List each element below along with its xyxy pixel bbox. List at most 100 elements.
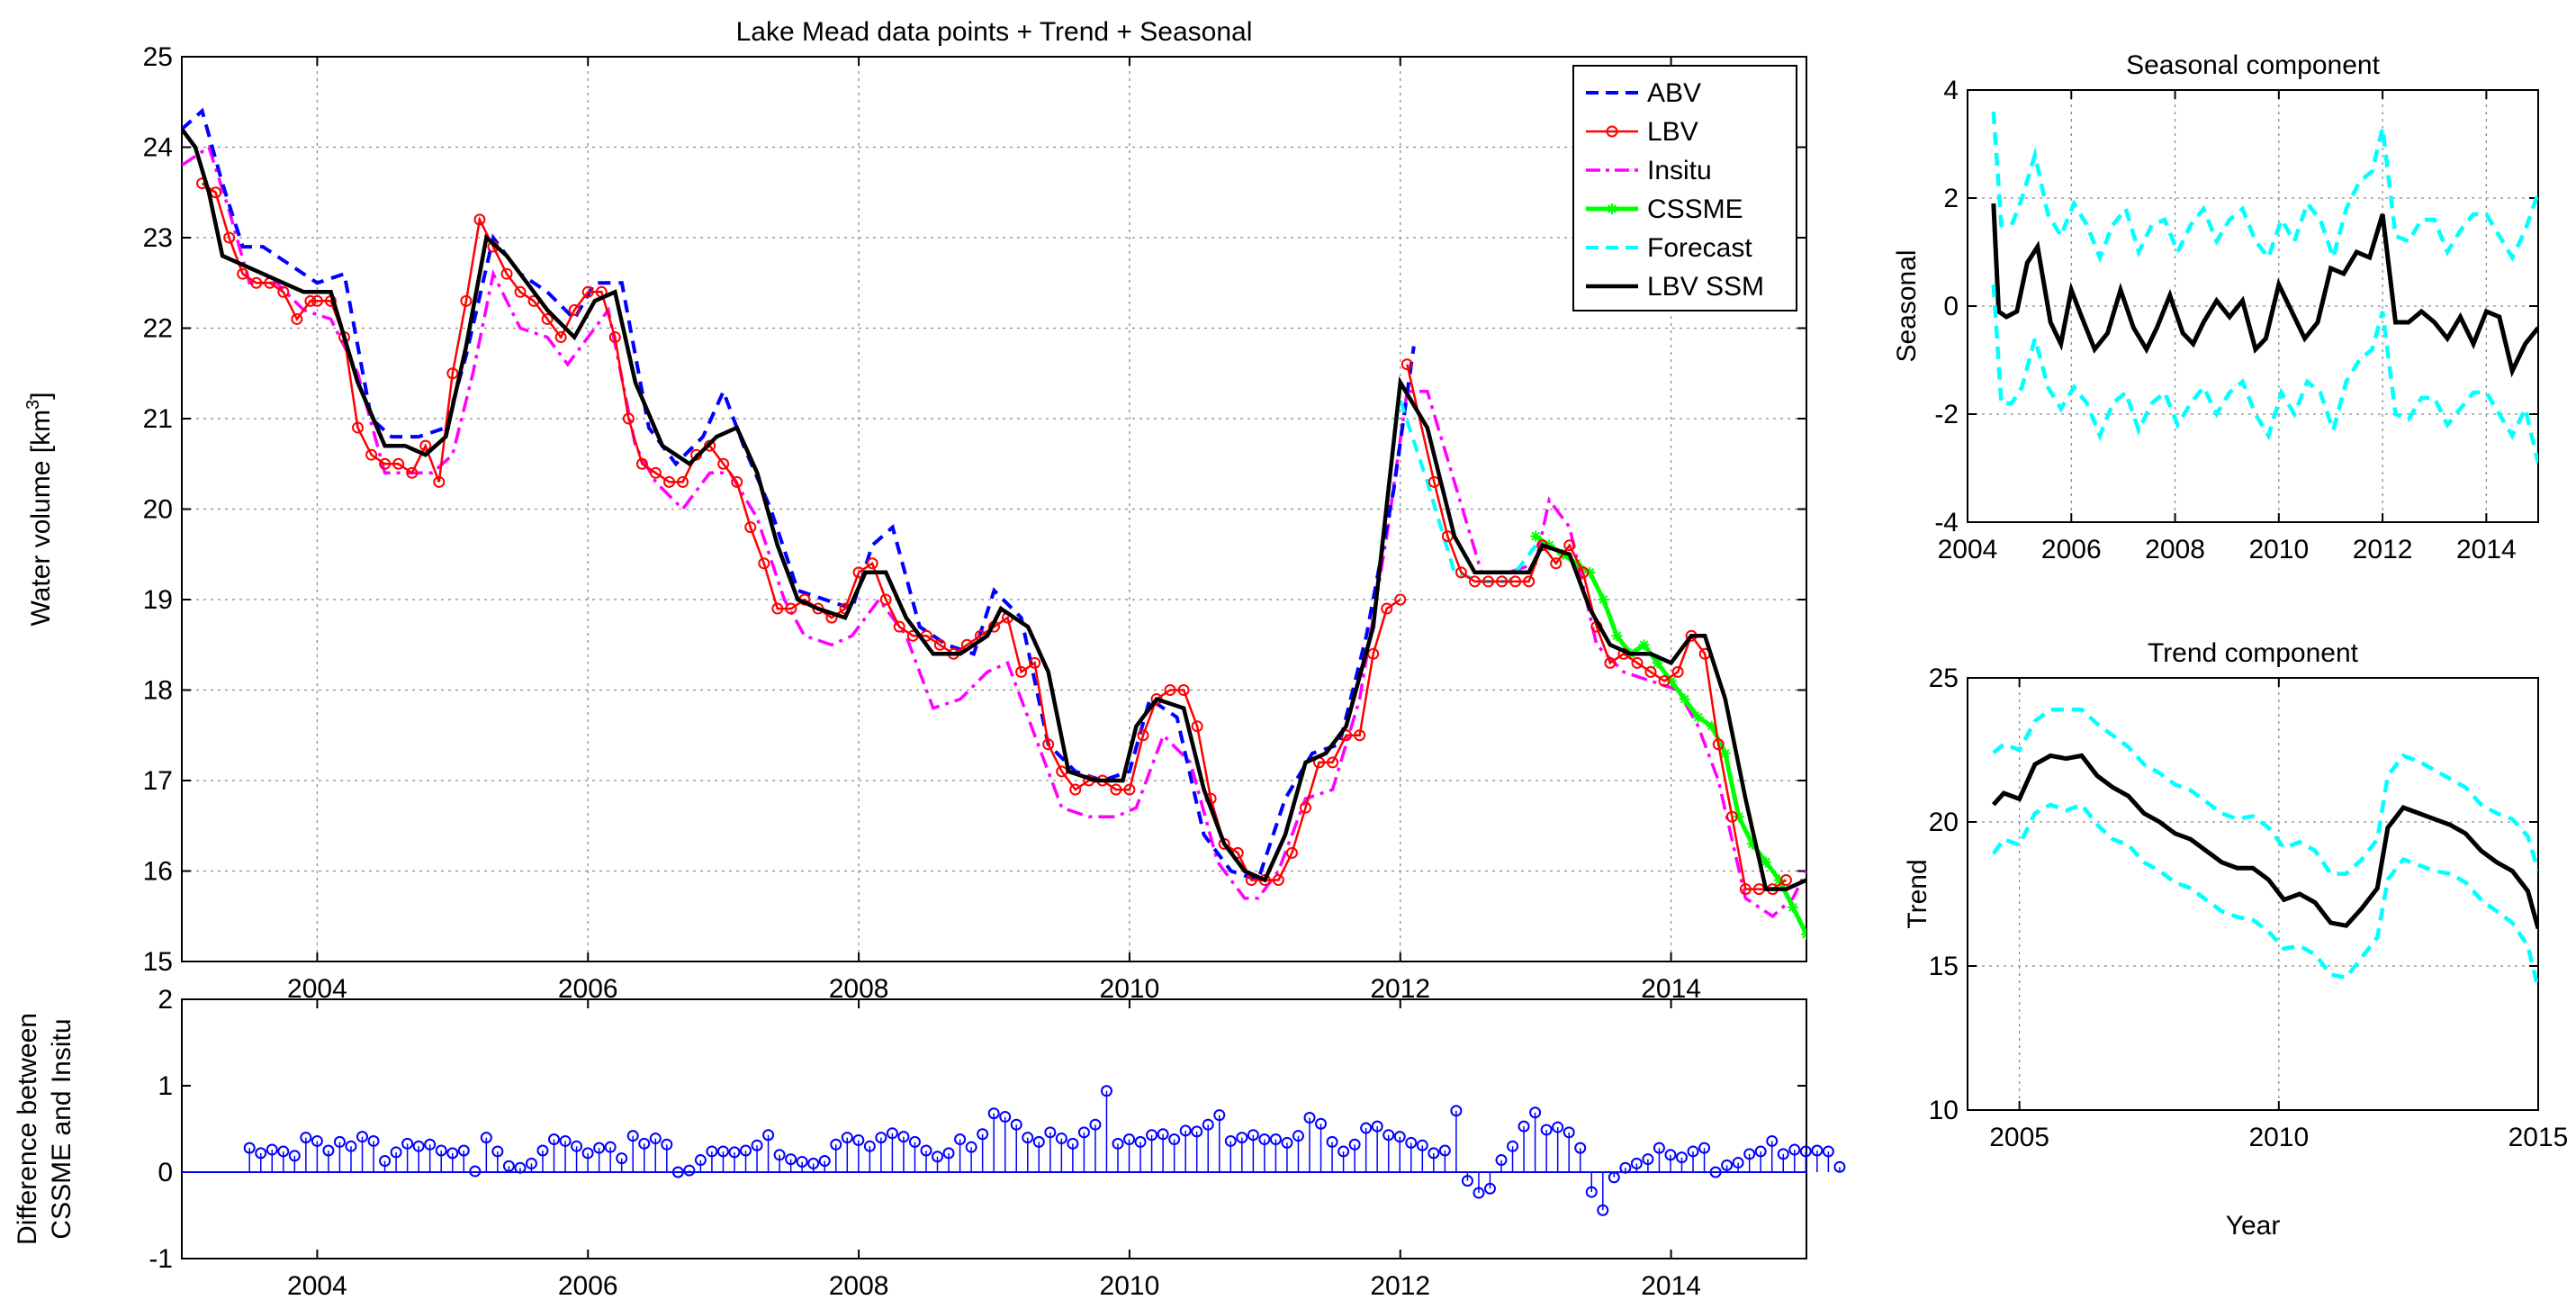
difference-stem-marker	[277, 1145, 290, 1158]
difference-stem-marker	[649, 1133, 662, 1145]
legend-label: Forecast	[1647, 233, 1752, 263]
estimate-line	[1991, 753, 2538, 930]
difference-stem-marker	[581, 1147, 594, 1160]
difference-stem-marker	[1619, 1161, 1632, 1174]
difference-stem-marker	[1089, 1118, 1102, 1131]
lbv-data-point	[250, 276, 263, 289]
lbv-data-point	[1177, 684, 1190, 696]
difference-stem-marker	[863, 1140, 876, 1152]
difference-stem-marker	[1709, 1166, 1722, 1178]
difference-stem-marker	[367, 1134, 380, 1147]
difference-stem-marker	[1597, 1204, 1609, 1216]
difference-stem-marker	[796, 1155, 808, 1168]
lbv-data-point	[1164, 684, 1176, 696]
difference-stem-marker	[965, 1141, 977, 1153]
x-tick-label: 2012	[2353, 535, 2413, 564]
cssme-marker	[1531, 531, 1541, 541]
difference-stem-marker	[852, 1133, 865, 1146]
x-tick-label: 2010	[2248, 1123, 2309, 1152]
lbv-data-point	[1123, 783, 1136, 796]
lbv-data-point	[460, 294, 473, 307]
y-tick-label: 24	[143, 133, 173, 163]
difference-stem-marker	[1326, 1135, 1338, 1148]
difference-stem-marker	[1303, 1112, 1316, 1124]
difference-stem-marker	[1393, 1131, 1406, 1143]
x-tick-label: 2008	[2145, 535, 2205, 564]
x-tick-label: 2012	[1370, 1271, 1430, 1301]
difference-stem-marker	[333, 1135, 346, 1148]
lbv-data-point	[1739, 883, 1752, 896]
chart-title: Seasonal component	[2126, 50, 2381, 80]
x-tick-label: 2014	[1641, 1271, 1701, 1301]
lbv-data-point	[1550, 557, 1563, 570]
difference-stem-marker	[1010, 1118, 1022, 1131]
difference-stem-marker	[1483, 1182, 1496, 1195]
difference-stem-marker	[1788, 1143, 1801, 1156]
difference-stem-marker	[480, 1132, 492, 1144]
lbv-data-point	[731, 475, 743, 488]
difference-stem-marker	[502, 1160, 515, 1172]
lbv-data-point	[866, 557, 878, 570]
difference-stem-marker	[1100, 1085, 1112, 1097]
y-tick-label: -2	[1934, 400, 1959, 429]
difference-stem-marker	[1032, 1135, 1045, 1148]
lbv-data-point	[1367, 647, 1380, 660]
lbv-ssm-series-line	[182, 128, 1806, 891]
difference-stem-marker	[1348, 1138, 1361, 1151]
difference-stem-marker	[751, 1139, 763, 1151]
upper-bound-line	[1992, 707, 2538, 876]
chart-title: Trend component	[2148, 638, 2359, 668]
lbv-data-point	[1272, 874, 1284, 887]
difference-stem-marker	[491, 1145, 504, 1158]
cssme-marker	[1612, 631, 1622, 641]
y-axis-label-text: Water volume [km	[26, 410, 56, 627]
difference-stem-marker	[1202, 1118, 1214, 1131]
difference-stem-marker	[1123, 1133, 1136, 1146]
lbv-data-point	[771, 602, 784, 615]
lbv-data-point	[500, 267, 513, 280]
difference-stem-marker	[626, 1130, 639, 1142]
cssme-marker	[1720, 748, 1730, 758]
y-tick-label: 23	[143, 223, 173, 253]
lbv-data-point	[933, 638, 946, 651]
lbv-data-point	[1327, 756, 1339, 769]
lbv-data-point	[1712, 738, 1725, 751]
difference-stem-marker	[638, 1137, 651, 1150]
difference-stem-marker	[1112, 1137, 1124, 1150]
difference-stem-marker	[1383, 1129, 1395, 1142]
lbv-data-point	[473, 213, 486, 226]
y-tick-label: 4	[1943, 76, 1959, 105]
difference-stem-marker	[1630, 1157, 1643, 1169]
difference-stem-marker	[728, 1146, 741, 1159]
difference-stem-marker	[379, 1155, 392, 1168]
difference-stem-marker	[1653, 1142, 1665, 1154]
lbv-data-point	[677, 475, 689, 488]
lower-bound-line	[1991, 284, 2538, 464]
difference-stem-marker	[773, 1149, 786, 1161]
chart-legend: ABV LBV Insitu CSSME Forecast LBV SSM	[1572, 65, 1797, 311]
legend-swatch-lbv-marker	[1606, 125, 1618, 138]
difference-stem-marker	[424, 1138, 437, 1151]
difference-stem-marker	[446, 1147, 459, 1160]
y-tick-label: 20	[1929, 808, 1959, 837]
difference-stem-marker	[255, 1147, 267, 1160]
cssme-marker	[1761, 857, 1770, 867]
lbv-series-line	[1406, 364, 1788, 890]
y-tick-label: 22	[143, 314, 173, 344]
difference-stem-marker	[1179, 1124, 1192, 1137]
lbv-data-point	[277, 285, 290, 298]
difference-stem-marker	[1822, 1145, 1834, 1158]
difference-stem-marker	[1675, 1151, 1688, 1164]
lbv-data-point	[352, 421, 365, 434]
difference-stem-marker	[1338, 1145, 1350, 1158]
difference-stem-marker	[942, 1147, 955, 1160]
difference-stem-marker	[1743, 1148, 1756, 1160]
difference-stem-marker	[1529, 1106, 1542, 1119]
difference-stem-marker	[1563, 1126, 1575, 1139]
lbv-data-point	[622, 412, 635, 425]
y-axis-label: Seasonal	[1892, 249, 1922, 362]
y-axis-label: Trend	[1903, 859, 1932, 928]
lbv-data-point	[1401, 358, 1413, 371]
cssme-marker	[1693, 712, 1703, 722]
difference-stem-marker	[1157, 1128, 1169, 1141]
